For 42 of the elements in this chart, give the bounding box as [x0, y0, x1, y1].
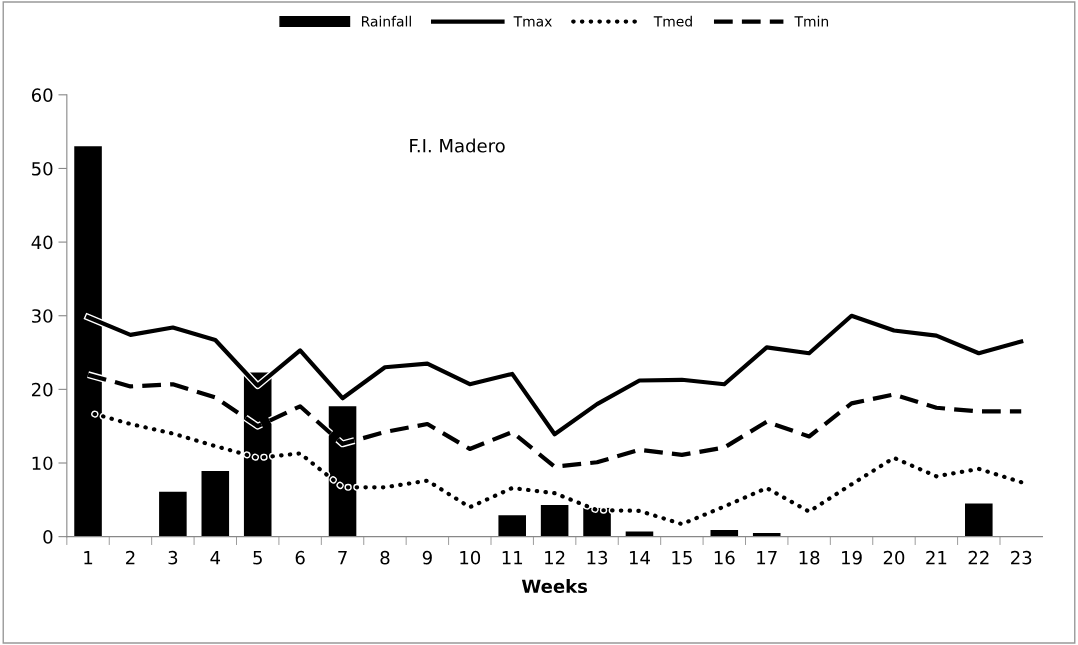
bar: [159, 491, 187, 537]
x-tick-label: 9: [422, 550, 432, 565]
x-tick-label: 5: [253, 551, 262, 565]
y-tick-label: 60: [31, 88, 53, 102]
y-tick-label: 20: [31, 382, 53, 397]
y-tick-label: 0: [43, 530, 53, 544]
x-tick-label: 7: [338, 551, 347, 565]
legend-label: Tmed: [653, 15, 692, 27]
bar: [201, 471, 230, 537]
x-tick-label: 6: [295, 550, 305, 565]
x-tick-label: 8: [380, 550, 390, 565]
x-tick-label: 17: [757, 551, 777, 565]
x-tick-label: 21: [926, 550, 947, 565]
x-tick-label: 10: [460, 550, 481, 565]
y-tick-label: 40: [31, 235, 53, 250]
x-axis-title: Weeks: [521, 579, 588, 594]
bar: [965, 503, 993, 537]
legend-label: Tmax: [513, 16, 552, 27]
x-tick-label: 19: [842, 550, 862, 565]
annotation: F.I. Madero: [410, 138, 505, 153]
x-tick-label: 15: [672, 551, 692, 565]
x-tick-label: 14: [629, 551, 650, 565]
x-tick-label: 23: [1011, 550, 1032, 565]
x-tick-label: 2: [126, 550, 135, 565]
bar: [498, 515, 526, 537]
x-tick-label: 20: [883, 550, 905, 565]
bar: [625, 531, 654, 537]
legend-label: Rainfall: [361, 15, 411, 27]
y-tick-label: 10: [32, 456, 53, 471]
x-tick-label: 1: [84, 551, 93, 565]
x-tick-label: 11: [502, 551, 523, 565]
y-tick-label: 30: [32, 309, 53, 323]
x-tick-label: 3: [168, 550, 178, 565]
x-tick-label: 12: [545, 550, 565, 565]
x-tick-label: 22: [968, 550, 989, 565]
x-tick-label: 18: [799, 550, 820, 565]
legend-label: Tmin: [794, 15, 829, 27]
y-tick-label: 50: [32, 161, 53, 176]
x-tick-label: 16: [714, 550, 735, 565]
x-tick-label: 13: [587, 550, 608, 565]
bar: [540, 504, 569, 537]
x-tick-label: 4: [210, 551, 221, 565]
